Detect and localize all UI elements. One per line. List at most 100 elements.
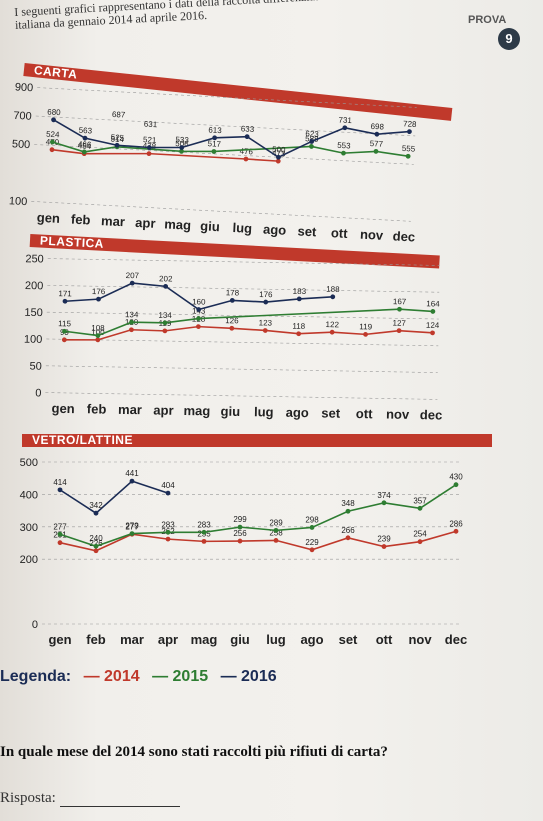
legend-2015: — 2015 — [152, 668, 209, 685]
data-point — [211, 149, 217, 154]
data-label: 229 — [305, 538, 319, 547]
carta-chart: 100 500 700 900 gen feb mar apr mag giu lug ago set o… — [9, 81, 418, 244]
y-tick-label: 400 — [20, 489, 38, 501]
x-tick-label: giu — [221, 404, 241, 419]
x-tick-label: gen — [36, 210, 60, 226]
data-point — [330, 294, 336, 300]
data-point — [82, 135, 88, 141]
data-point — [417, 505, 423, 511]
data-point — [263, 299, 269, 305]
data-label: 286 — [449, 519, 463, 528]
data-point — [237, 538, 243, 544]
data-label: 524 — [46, 130, 60, 140]
data-point — [453, 482, 459, 488]
x-tick-label: apr — [153, 402, 173, 417]
x-tick-label: mag — [191, 632, 218, 647]
data-point — [165, 529, 171, 535]
data-label: 633 — [241, 124, 255, 134]
data-point — [93, 548, 99, 554]
data-label: 126 — [225, 316, 239, 325]
answer-line[interactable] — [60, 806, 180, 807]
intro-text: I seguenti grafici rappresentano i dati … — [13, 0, 429, 32]
x-tick-label: feb — [87, 401, 107, 416]
x-tick-label: apr — [158, 632, 178, 647]
data-point — [129, 319, 134, 325]
data-label: 207 — [126, 271, 140, 280]
data-point — [93, 543, 99, 549]
data-label: 357 — [413, 496, 427, 505]
y-tick-label: 300 — [20, 522, 38, 534]
data-point — [453, 528, 459, 534]
data-point — [237, 524, 243, 530]
data-label: 279 — [125, 522, 139, 531]
legend-label: Legenda: — [0, 668, 72, 685]
data-label: 171 — [58, 289, 72, 298]
data-point — [95, 337, 101, 343]
data-point — [196, 324, 201, 330]
gridline — [35, 115, 416, 137]
data-point — [296, 296, 302, 302]
y-tick-label: 700 — [13, 110, 32, 123]
data-label: 680 — [47, 107, 61, 117]
data-label: 517 — [207, 139, 221, 149]
y-tick-label: 50 — [30, 360, 42, 372]
data-label: 631 — [144, 120, 158, 130]
data-point — [341, 150, 346, 156]
data-label: 404 — [161, 481, 175, 490]
data-point — [179, 148, 184, 154]
data-point — [196, 307, 202, 312]
x-tick-label: mar — [101, 213, 126, 229]
data-point — [273, 527, 279, 533]
x-tick-label: set — [339, 632, 358, 647]
gridline — [45, 365, 438, 373]
x-tick-label: ago — [263, 222, 287, 238]
data-point — [163, 283, 169, 289]
x-tick-label: mar — [118, 402, 142, 417]
series-line — [52, 141, 409, 158]
data-point — [405, 153, 411, 159]
data-label: 167 — [393, 297, 407, 306]
data-point — [201, 538, 207, 544]
vetro-chart: 0 200 300 400 500 gen feb mar apr mag giu lug ago set… — [20, 457, 468, 647]
x-tick-label: gen — [51, 401, 74, 416]
data-label: 731 — [338, 115, 352, 125]
answer-label: Risposta: — [0, 790, 56, 806]
x-tick-label: nov — [408, 632, 432, 647]
data-point — [396, 328, 402, 334]
data-label: 119 — [359, 322, 372, 331]
data-point — [129, 531, 135, 537]
chart-title-vetro: VETRO/LATTINE — [22, 434, 492, 447]
data-label: 277 — [125, 522, 139, 531]
y-tick-label: 250 — [25, 253, 44, 265]
data-point — [229, 325, 235, 331]
data-point — [430, 330, 435, 336]
data-point — [49, 139, 55, 145]
data-point — [309, 139, 315, 144]
gridline — [47, 258, 440, 266]
data-label: 533 — [175, 135, 189, 145]
data-point — [212, 135, 218, 141]
data-point — [342, 125, 348, 131]
data-label: 202 — [159, 274, 173, 283]
plastica-chart: 0 50 100 150 200 250 gen feb mar apr mag giu lug ago s… — [24, 253, 443, 422]
data-point — [374, 131, 380, 137]
y-tick-label: 500 — [20, 457, 38, 469]
data-label: 258 — [269, 528, 283, 537]
data-point — [62, 298, 68, 304]
series-line — [59, 484, 457, 548]
data-point — [129, 478, 135, 484]
data-point — [345, 535, 351, 541]
data-label: 521 — [143, 135, 157, 145]
data-point — [273, 538, 279, 543]
question-text: In quale mese del 2014 sono stati raccol… — [0, 744, 388, 760]
x-tick-label: dec — [420, 407, 443, 422]
data-point — [95, 333, 101, 338]
gridline — [37, 87, 417, 108]
data-point — [165, 490, 171, 496]
x-tick-label: mag — [164, 216, 192, 232]
data-point — [363, 331, 368, 337]
data-label: 240 — [89, 534, 103, 543]
y-tick-label: 100 — [24, 334, 43, 346]
data-label: 266 — [341, 526, 355, 535]
